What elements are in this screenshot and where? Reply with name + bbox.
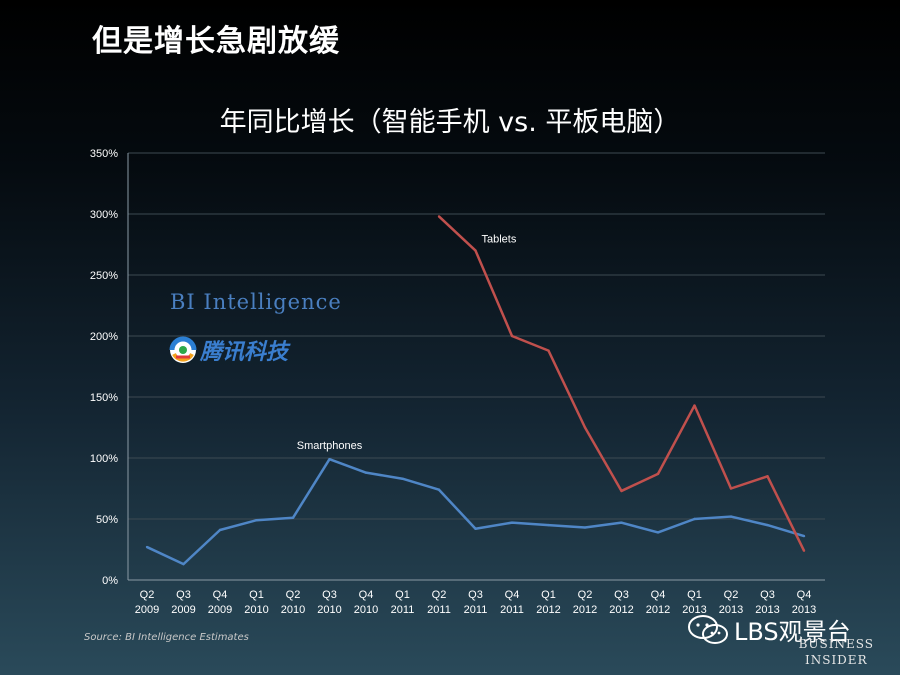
y-axis-ticks: 0% 50% 100% 150% 200% 250% 300% 350%	[90, 148, 118, 587]
y-tick-label: 300%	[90, 209, 118, 221]
logo-line-1: BUSINESS	[798, 637, 874, 651]
wechat-watermark: LBS观景台	[686, 612, 851, 647]
x-tick-label: Q3 2009	[171, 589, 195, 616]
data-point-tablets	[693, 404, 696, 407]
y-tick-label: 150%	[90, 392, 118, 404]
data-point-smartphones	[620, 521, 623, 524]
logo-line-2: INSIDER	[804, 653, 868, 667]
x-tick-label: Q3 2011	[464, 589, 488, 616]
x-tick-label: Q4 2012	[646, 589, 670, 616]
y-tick-label: 350%	[90, 148, 118, 160]
data-point-tablets	[583, 426, 587, 429]
data-point-smartphones	[583, 526, 587, 529]
data-point-smartphones	[182, 562, 185, 566]
y-tick-label: 0%	[102, 575, 118, 587]
y-tick-label: 50%	[96, 514, 118, 526]
x-tick-label: Q1 2010	[244, 589, 268, 616]
data-point-smartphones	[218, 528, 222, 532]
x-tick-label: Q4 2013	[792, 589, 816, 616]
x-tick-label: Q1 2013	[682, 589, 706, 616]
series-line-tablets	[438, 215, 806, 552]
x-tick-label: Q3 2013	[755, 589, 779, 616]
y-tick-label: 100%	[90, 453, 118, 465]
x-tick-label: Q2 2011	[427, 589, 451, 616]
x-tick-label: Q1 2012	[536, 589, 560, 616]
slide-title: 但是增长急剧放缓	[92, 24, 340, 59]
data-point-smartphones	[656, 531, 660, 534]
data-point-smartphones	[364, 471, 368, 474]
chart-series: Smartphones Tablets	[145, 215, 806, 566]
data-point-tablets	[474, 249, 477, 252]
data-point-smartphones	[145, 545, 149, 549]
x-tick-label: Q3 2010	[317, 589, 341, 616]
data-point-smartphones	[255, 519, 258, 522]
tencent-logo-icon	[169, 336, 197, 363]
data-point-smartphones	[693, 517, 696, 521]
chart-title: 年同比增长（智能手机 vs. 平板电脑）	[219, 107, 681, 138]
data-point-tablets	[729, 487, 733, 490]
x-tick-label: Q2 2009	[135, 589, 159, 616]
data-point-smartphones	[328, 458, 331, 461]
data-point-tablets	[620, 489, 623, 493]
x-tick-label: Q2 2013	[719, 589, 743, 616]
y-tick-label: 250%	[90, 270, 118, 282]
x-tick-label: Q2 2010	[281, 589, 305, 616]
x-tick-label: Q4 2009	[208, 589, 232, 616]
wechat-label: LBS观景台	[734, 618, 851, 646]
data-point-smartphones	[802, 534, 806, 538]
data-point-smartphones	[474, 527, 477, 530]
data-point-tablets	[802, 549, 806, 552]
data-point-tablets	[656, 472, 660, 476]
source-note: Source: BI Intelligence Estimates	[84, 632, 249, 643]
x-axis-ticks: Q2 2009 Q3 2009 Q4 2009 Q1 2010 Q2 2010 Q3 2010 Q4 20…	[135, 589, 816, 616]
data-point-smartphones	[437, 488, 441, 491]
series-label-smartphones: Smartphones	[297, 440, 363, 452]
tencent-tech-watermark: 腾讯科技	[168, 334, 288, 366]
data-point-tablets	[547, 349, 550, 352]
data-point-smartphones	[510, 521, 514, 524]
x-tick-label: Q1 2011	[391, 589, 415, 616]
wechat-icon	[688, 614, 728, 644]
x-tick-label: Q4 2010	[354, 589, 378, 616]
bi-intelligence-watermark: BI Intelligence	[170, 290, 342, 314]
x-tick-label: Q2 2012	[573, 589, 597, 616]
series-label-tablets: Tablets	[482, 234, 517, 246]
y-tick-label: 200%	[90, 331, 118, 343]
series-line-smartphones	[146, 457, 805, 566]
data-point-smartphones	[547, 523, 550, 527]
data-point-smartphones	[401, 477, 404, 480]
tencent-text: 腾讯科技	[200, 340, 289, 365]
x-tick-label: Q4 2011	[500, 589, 524, 616]
business-insider-logo: BUSINESS INSIDER	[799, 636, 874, 668]
data-point-smartphones	[291, 516, 295, 519]
data-point-tablets	[766, 475, 769, 478]
data-point-tablets	[510, 334, 514, 338]
chart-grid	[127, 152, 825, 581]
data-point-smartphones	[729, 515, 733, 518]
data-point-smartphones	[766, 523, 769, 527]
data-point-tablets	[437, 215, 441, 218]
x-tick-label: Q3 2012	[609, 589, 633, 616]
